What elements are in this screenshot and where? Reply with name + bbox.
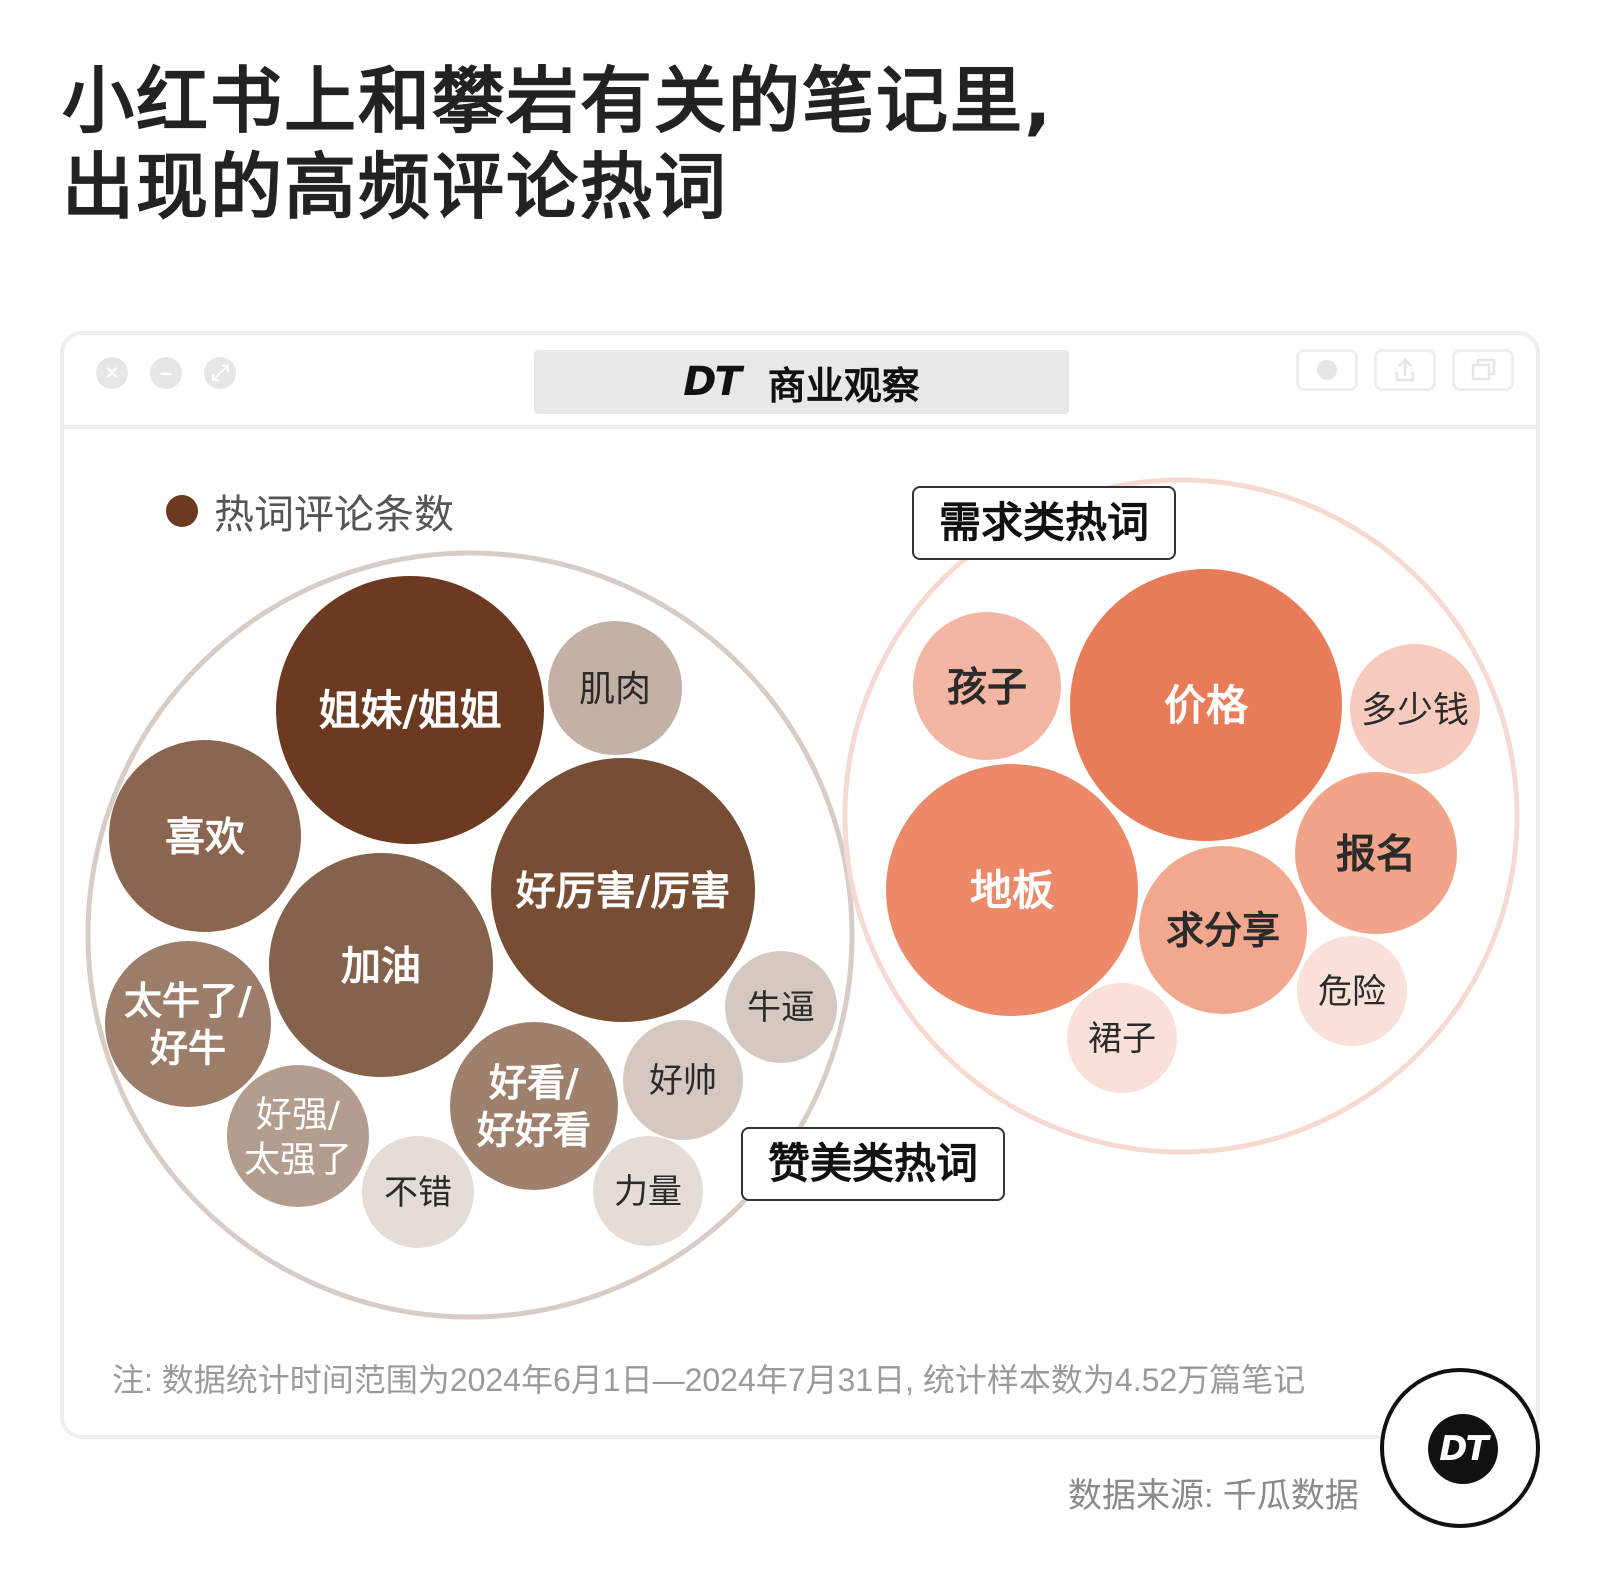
legend-label: 热词评论条数 — [214, 493, 454, 537]
copy-window-icon — [1471, 358, 1496, 381]
bubble-circle — [269, 853, 493, 1077]
maximize-icon[interactable]: ⤢ — [204, 357, 236, 389]
bubble: 好看/好好看 — [450, 1022, 618, 1190]
bubble-label: 姐妹/姐姐 — [318, 686, 501, 735]
minimize-icon[interactable]: – — [150, 357, 182, 389]
bubble-label: 价格 — [1164, 681, 1249, 730]
bubble-label: 好帅 — [649, 1061, 717, 1101]
bubble-label: 好强/太强了 — [244, 1094, 352, 1180]
bubble-label: 喜欢 — [165, 814, 245, 860]
bubble-circle — [450, 1022, 618, 1190]
close-icon[interactable]: × — [96, 357, 128, 389]
bubble-circle — [1295, 772, 1457, 934]
bubble-circle — [1139, 846, 1307, 1014]
praise-group-tag: 赞美类热词 — [741, 1127, 1005, 1201]
record-icon — [1317, 360, 1337, 380]
demand-group-outline — [842, 477, 1520, 1155]
bubble: 多少钱 — [1350, 644, 1480, 774]
bubble: 好帅 — [623, 1020, 743, 1140]
bubble-label: 太牛了/好牛 — [124, 979, 252, 1071]
bubble-label: 肌肉 — [579, 669, 651, 710]
bubble-label: 裙子 — [1088, 1019, 1156, 1059]
bubble-label: 孩子 — [947, 664, 1027, 710]
bubble-circle — [623, 1020, 743, 1140]
demand-group-tag: 需求类热词 — [912, 486, 1176, 560]
bubble: 力量 — [593, 1136, 703, 1246]
legend: 热词评论条数 — [166, 482, 454, 540]
bubble-label: 力量 — [614, 1172, 682, 1212]
bubble: 裙子 — [1067, 983, 1177, 1093]
corner-logo: DT — [1428, 1414, 1498, 1484]
bubble: 好强/太强了 — [227, 1065, 369, 1207]
bubble-circle — [1350, 644, 1480, 774]
bubble-label: 多少钱 — [1361, 690, 1469, 731]
bubble-circle — [1067, 983, 1177, 1093]
bubble-label: 报名 — [1336, 831, 1416, 877]
bubble-circle — [227, 1065, 369, 1207]
bubble-circle — [491, 758, 755, 1022]
bubble: 喜欢 — [109, 740, 301, 932]
bubble: 好厉害/厉害 — [491, 758, 755, 1022]
bubble-label: 好厉害/厉害 — [515, 868, 731, 914]
bubble-circle — [276, 576, 544, 844]
bubble-circle — [109, 740, 301, 932]
praise-group-outline — [85, 550, 855, 1320]
bubble-label: 不错 — [384, 1173, 452, 1213]
window-header-divider — [60, 425, 1540, 429]
bubble: 姐妹/姐姐 — [276, 576, 544, 844]
page-title: 小红书上和攀岩有关的笔记里, 出现的高频评论热词 — [62, 58, 1262, 230]
brand-name: 商业观察 — [767, 363, 920, 408]
legend-dot — [166, 495, 198, 527]
bubble-label: 牛逼 — [747, 988, 815, 1028]
bubble-circle — [886, 764, 1138, 1016]
bubble-label: 求分享 — [1166, 909, 1280, 953]
share-button[interactable] — [1374, 349, 1436, 391]
bubble-circle — [1070, 569, 1342, 841]
bubble-label: 地板 — [970, 866, 1054, 915]
bubble: 太牛了/好牛 — [105, 941, 271, 1107]
bubble-circle — [913, 612, 1061, 760]
footnote: 注: 数据统计时间范围为2024年6月1日—2024年7月31日, 统计样本数为… — [112, 1362, 1306, 1398]
brand-bar: DT 商业观察 — [534, 350, 1069, 414]
bubble-circle — [105, 941, 271, 1107]
bubble: 肌肉 — [548, 621, 682, 755]
bubble-circle — [1297, 936, 1407, 1046]
copy-window-button[interactable] — [1452, 349, 1514, 391]
bubble: 牛逼 — [725, 951, 837, 1063]
corner-logo-ring — [1380, 1368, 1540, 1528]
brand-logo: DT — [683, 359, 741, 405]
record-button[interactable] — [1296, 349, 1358, 391]
share-icon — [1395, 358, 1415, 382]
bubble-circle — [362, 1136, 474, 1248]
title-line-2: 出现的高频评论热词 — [62, 145, 729, 229]
bubble: 地板 — [886, 764, 1138, 1016]
bubble: 加油 — [269, 853, 493, 1077]
title-line-1: 小红书上和攀岩有关的笔记里, — [62, 59, 1054, 143]
bubble: 求分享 — [1139, 846, 1307, 1014]
bubble-label: 加油 — [341, 943, 421, 989]
bubble-label: 好看/好好看 — [476, 1061, 591, 1153]
bubble-label: 危险 — [1318, 972, 1386, 1012]
bubble: 孩子 — [913, 612, 1061, 760]
bubble-circle — [725, 951, 837, 1063]
bubble-circle — [593, 1136, 703, 1246]
bubble: 危险 — [1297, 936, 1407, 1046]
bubble: 价格 — [1070, 569, 1342, 841]
data-source: 数据来源: 千瓜数据 — [1068, 1477, 1359, 1515]
bubble-circle — [548, 621, 682, 755]
bubble: 不错 — [362, 1136, 474, 1248]
bubble: 报名 — [1295, 772, 1457, 934]
